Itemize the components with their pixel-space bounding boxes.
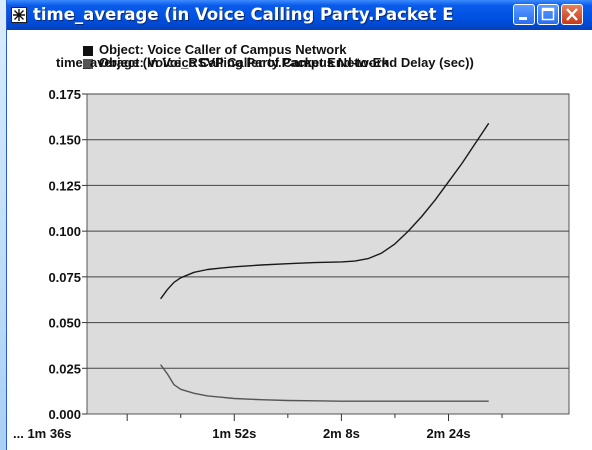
series-line-voice-caller bbox=[160, 122, 490, 300]
y-tick-label: 0.100 bbox=[48, 224, 81, 239]
y-tick-label: 0.175 bbox=[48, 87, 81, 102]
maximize-button[interactable] bbox=[537, 4, 559, 25]
y-tick-label: 0.125 bbox=[48, 178, 81, 193]
minimize-button[interactable] bbox=[513, 4, 535, 25]
plot-background bbox=[86, 93, 570, 415]
y-tick-label: 0.150 bbox=[48, 133, 81, 148]
x-tick-label: 2m 8s bbox=[323, 426, 360, 441]
y-tick-label: 0.000 bbox=[48, 407, 81, 422]
line-chart: 0.000 0.025 0.050 0.075 0.100 0.125 0.150 0.175… bbox=[13, 87, 570, 441]
maximize-icon bbox=[541, 7, 555, 21]
legend-label-voice-caller: Object: Voice Caller of Campus Network bbox=[99, 42, 347, 57]
graph-window: time_average (in Voice Calling Party.Pac… bbox=[6, 0, 592, 450]
x-tick-label: 1m 52s bbox=[212, 426, 256, 441]
x-tick-label: 2m 24s bbox=[426, 426, 470, 441]
chart-title: time_average (in Voice Calling Party.Pac… bbox=[56, 55, 474, 70]
close-button[interactable] bbox=[561, 4, 583, 25]
plot-area: 0.000 0.025 0.050 0.075 0.100 0.125 0.150 0.175… bbox=[13, 87, 570, 441]
window-title: time_average (in Voice Calling Party.Pac… bbox=[33, 5, 453, 24]
legend-swatch-voice-rsvp-caller bbox=[83, 59, 93, 69]
y-tick-label: 0.025 bbox=[48, 361, 81, 376]
app-icon bbox=[11, 7, 27, 23]
title-bar[interactable]: time_average (in Voice Calling Party.Pac… bbox=[7, 0, 592, 30]
minimize-icon bbox=[519, 17, 527, 20]
y-tick-label: 0.075 bbox=[48, 270, 81, 285]
x-tick-label: ... 1m 36s bbox=[13, 426, 72, 441]
chart-legend: Object: Voice Caller of Campus Network O… bbox=[7, 30, 592, 70]
close-icon bbox=[566, 8, 578, 21]
y-tick-label: 0.050 bbox=[48, 316, 81, 331]
legend-swatch-voice-caller bbox=[83, 46, 93, 56]
legend-label-voice-rsvp-caller: Object: Voice_RSVP Caller of Campus Netw… bbox=[99, 55, 389, 70]
series-line-voice-rsvp-caller bbox=[160, 364, 489, 402]
